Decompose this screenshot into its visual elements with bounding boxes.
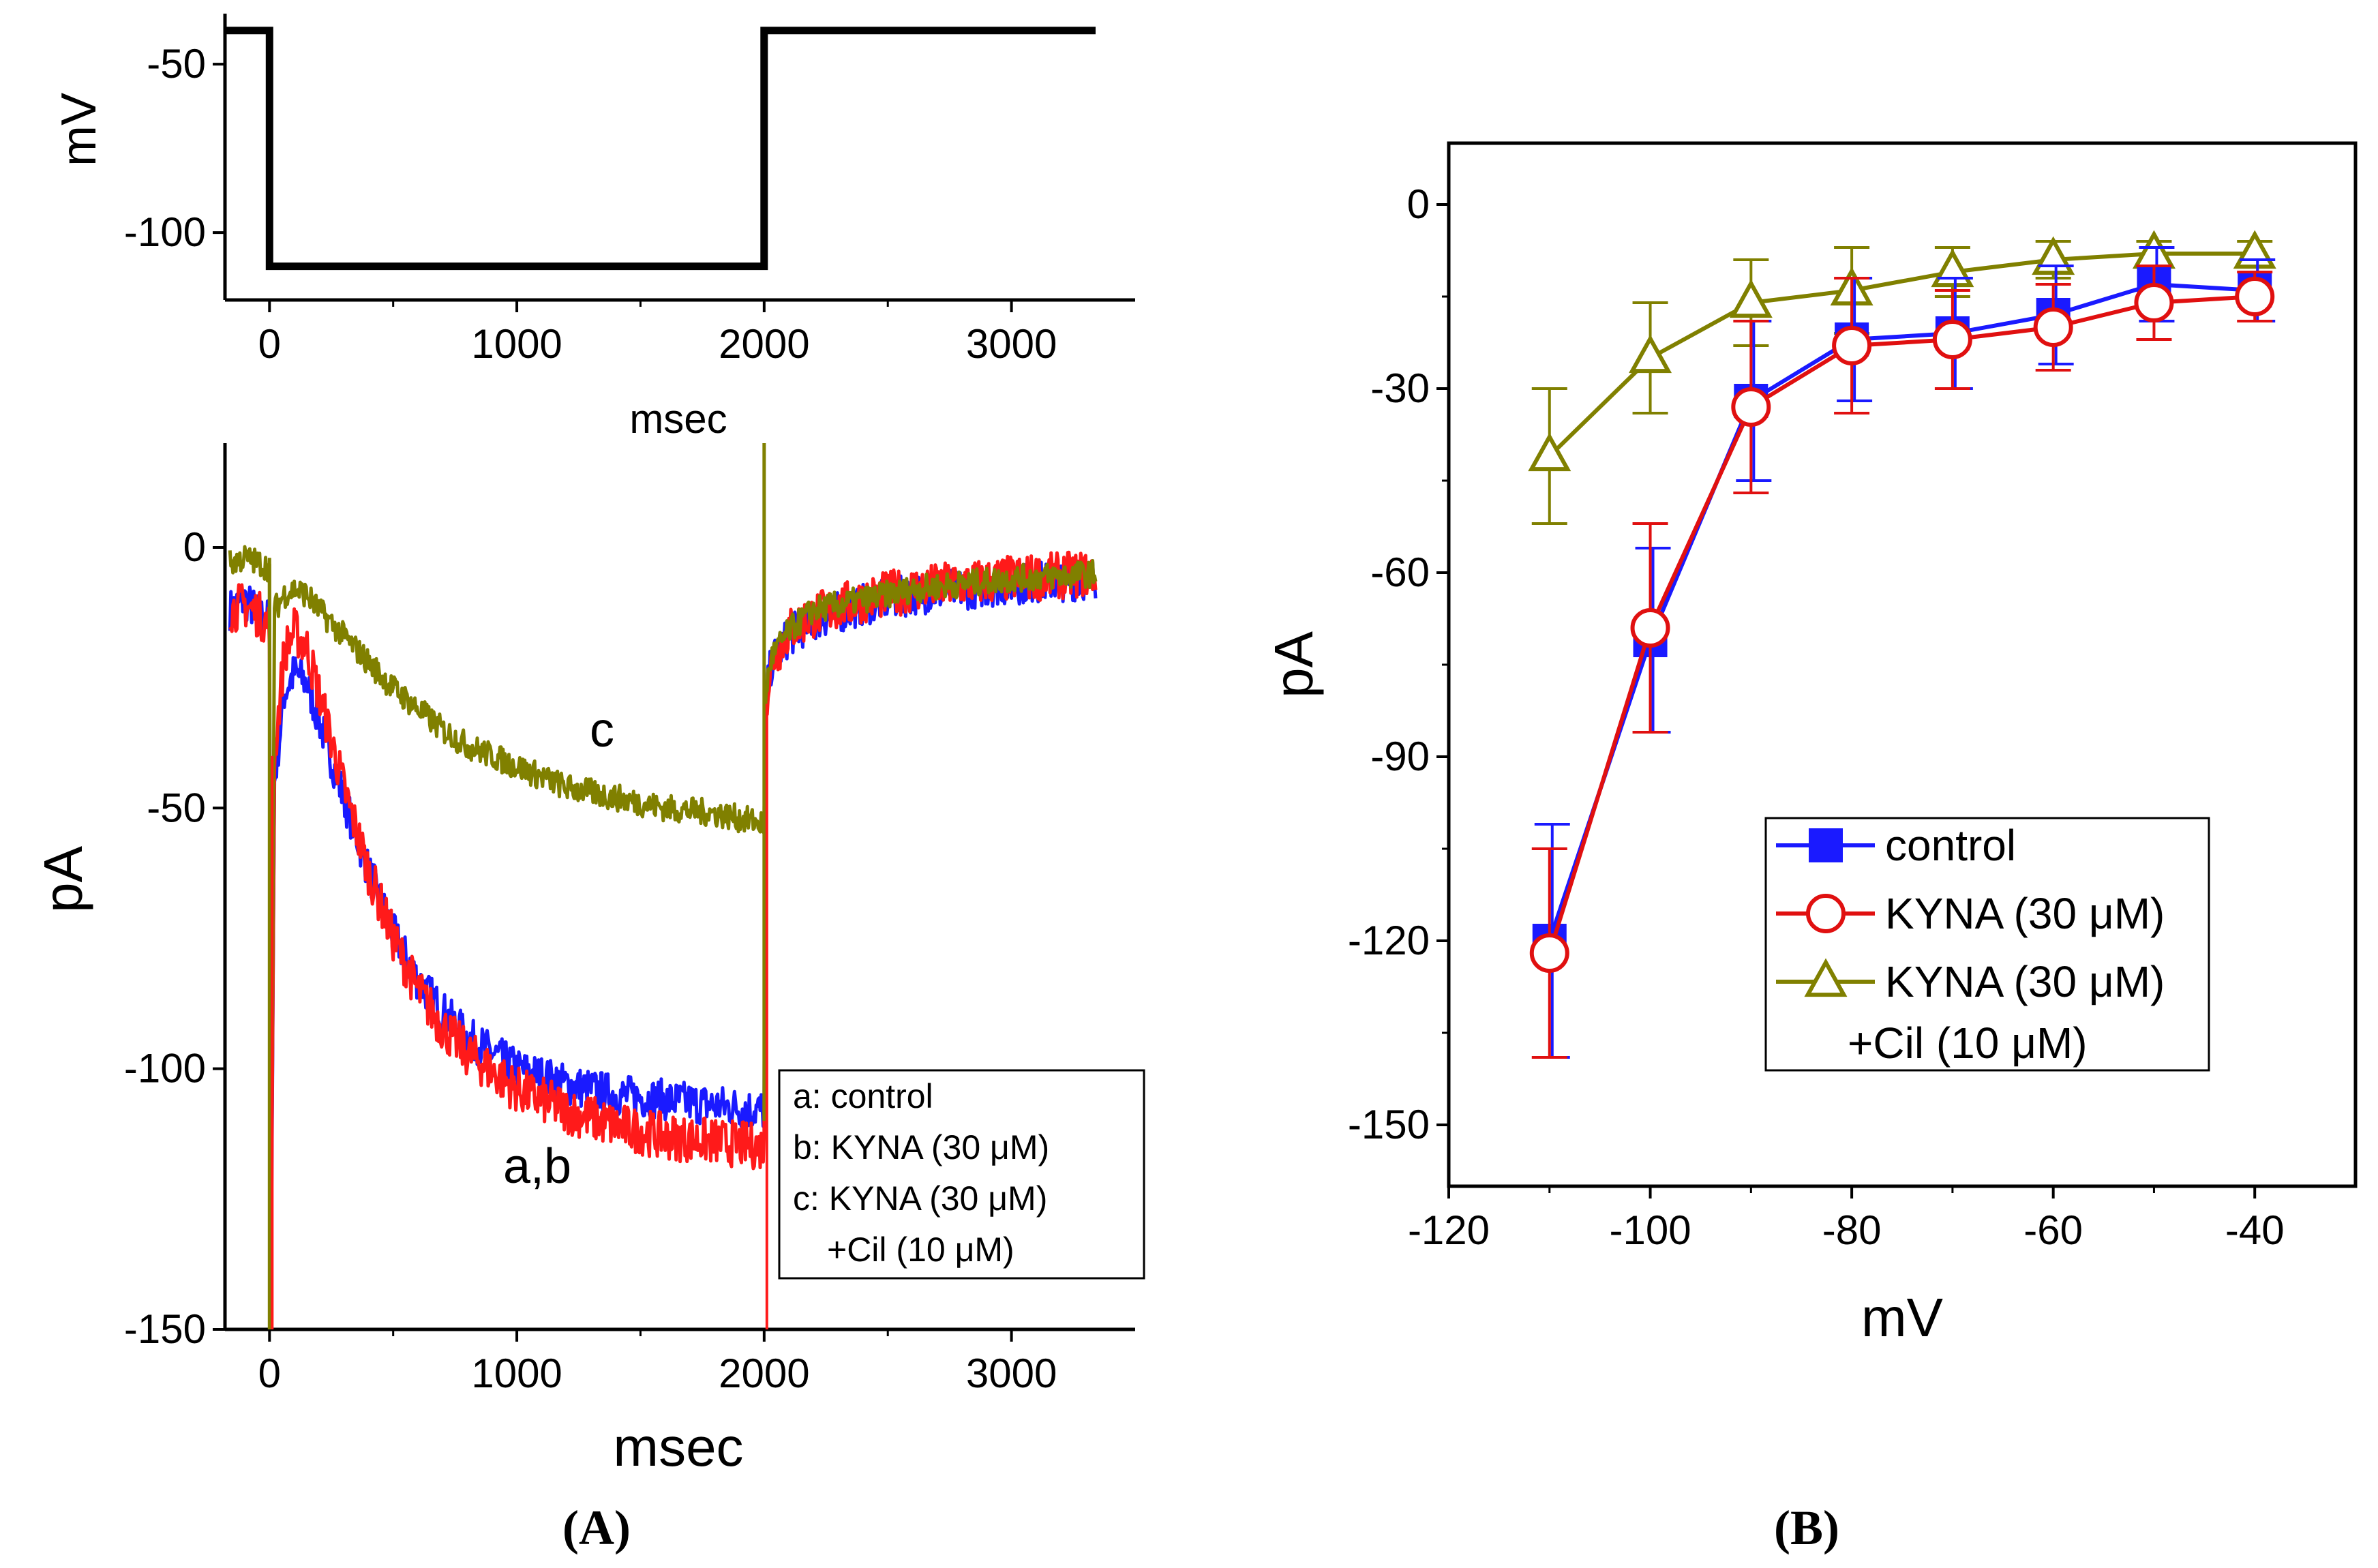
- p3-series-kyna: [1529, 265, 2275, 1059]
- trace-kyna-cil: [228, 545, 1098, 1173]
- p3-point: [1629, 334, 1672, 374]
- p2-xtick-label: 3000: [966, 1351, 1057, 1396]
- p3-legend-label-kyna-cil: KYNA (30 μM): [1885, 957, 2165, 1006]
- panel-label-a: (A): [562, 1501, 631, 1555]
- p3-point: [2032, 236, 2075, 275]
- p3-point: [1528, 432, 1571, 472]
- p2-ytick-label: -100: [124, 1046, 206, 1091]
- p3-point: [1932, 320, 1972, 359]
- p2-legend-item-a: a: control: [793, 1077, 933, 1115]
- p2-ylabel: pA: [33, 845, 93, 912]
- p2-legend: a: control b: KYNA (30 μM) c: KYNA (30 μ…: [778, 1069, 1145, 1280]
- p2-legend-item-b: b: KYNA (30 μM): [793, 1128, 1049, 1166]
- p3-series-kyna-cil: [1528, 230, 2276, 525]
- p1-xtick-label: 2000: [719, 321, 809, 367]
- p3-xtick-label: -80: [1822, 1207, 1882, 1253]
- p2-legend-item-c-line2: +Cil (10 μM): [827, 1231, 1014, 1269]
- p2-xtick-label: 0: [258, 1351, 281, 1396]
- p1-xlabel: msec: [629, 396, 727, 442]
- p1-ytick-label: -100: [124, 209, 206, 255]
- p1-xtick-label: 1000: [471, 321, 562, 367]
- p3-legend-marker: [1809, 828, 1843, 862]
- p3-point: [2233, 230, 2276, 269]
- p3-point: [2033, 307, 2073, 347]
- p2-xlabel: msec: [613, 1417, 743, 1477]
- p2-ytick-label: -50: [147, 785, 206, 830]
- p3-point: [2134, 283, 2174, 322]
- p3-xtick-label: -120: [1408, 1207, 1490, 1253]
- p3-xtick-label: -60: [2023, 1207, 2083, 1253]
- p3-point: [2132, 230, 2176, 269]
- p3-point: [1731, 387, 1771, 427]
- p3-legend-label-kyna-cil-line2: +Cil (10 μM): [1848, 1019, 2088, 1068]
- p2-ytick-label: 0: [183, 524, 206, 570]
- p3-legend-label-kyna: KYNA (30 μM): [1885, 889, 2165, 938]
- p3-point: [1729, 279, 1773, 318]
- iv-curve-chart: -120 -100 -80 -60 -40 0 -30 -60 -90 -120 -150 pA m…: [1263, 141, 2358, 1348]
- p3-ytick-label: -90: [1370, 734, 1430, 779]
- voltage-trace: [225, 27, 1096, 271]
- annotation-c: c: [590, 703, 614, 757]
- p3-ytick-label: -60: [1370, 549, 1430, 595]
- p3-point: [2235, 277, 2275, 316]
- p1-ylabel: mV: [52, 93, 106, 166]
- p3-point: [1832, 326, 1872, 365]
- p3-ytick-label: -120: [1348, 918, 1430, 963]
- p3-xtick-label: -100: [1610, 1207, 1691, 1253]
- p3-point: [1529, 933, 1569, 973]
- p2-legend-item-c: c: KYNA (30 μM): [793, 1179, 1047, 1218]
- p3-xtick-label: -40: [2225, 1207, 2285, 1253]
- p3-legend: control KYNA (30 μM) KYNA (30 μM) +Cil (…: [1764, 817, 2210, 1072]
- p3-ylabel: pA: [1263, 631, 1324, 697]
- p3-point: [1630, 608, 1670, 648]
- annotation-ab: a,b: [503, 1139, 571, 1194]
- p3-legend-label-control: control: [1885, 821, 2016, 870]
- voltage-protocol-chart: 0 1000 2000 3000 -50 -100 mV msec: [52, 14, 1135, 442]
- p1-xtick-label: 0: [258, 321, 281, 367]
- p3-ytick-label: 0: [1407, 181, 1430, 227]
- p3-xlabel: mV: [1861, 1287, 1944, 1348]
- panel-label-b: (B): [1774, 1501, 1839, 1555]
- p3-legend-marker: [1804, 958, 1848, 997]
- p2-legend-box: [778, 1069, 1145, 1280]
- p3-ytick-label: -150: [1348, 1102, 1430, 1147]
- p2-xtick-label: 2000: [719, 1351, 809, 1396]
- p3-legend-marker: [1806, 894, 1846, 933]
- p3-line: [1548, 252, 2255, 458]
- p2-xtick-label: 1000: [471, 1351, 562, 1396]
- p3-ytick-label: -30: [1370, 365, 1430, 411]
- p1-xtick-label: 3000: [966, 321, 1057, 367]
- p2-ytick-label: -150: [124, 1306, 206, 1352]
- p1-ytick-label: -50: [147, 41, 206, 87]
